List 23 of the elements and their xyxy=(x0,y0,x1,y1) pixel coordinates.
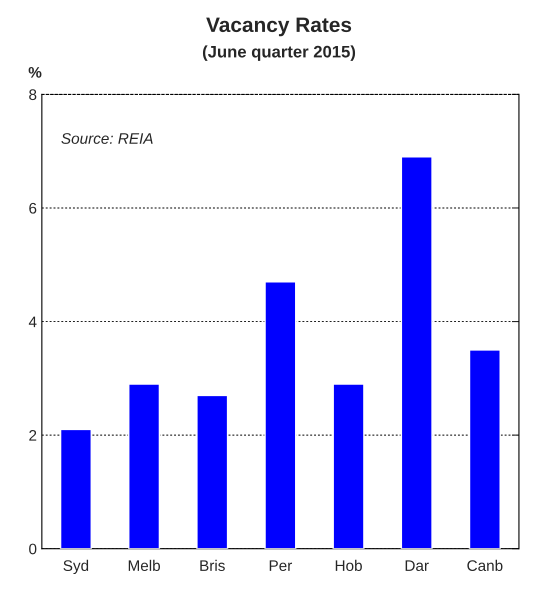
y-tick-label: 6 xyxy=(29,202,36,214)
bar xyxy=(468,349,501,549)
bar xyxy=(264,281,296,549)
y-axis-title: % xyxy=(28,66,42,78)
x-tick-label: Melb xyxy=(128,560,160,572)
x-tick-label: Hob xyxy=(336,560,362,572)
bar xyxy=(332,383,365,549)
y-tick-label: 8 xyxy=(29,89,36,100)
y-tick-label: 0 xyxy=(29,544,36,554)
chart-title: Vacancy Rates xyxy=(206,18,352,36)
x-tick-label: Bris xyxy=(200,560,225,572)
bar xyxy=(400,156,433,549)
x-tick-label: Syd xyxy=(63,560,88,574)
bar xyxy=(196,394,228,549)
x-tick-label: Per xyxy=(270,560,292,572)
annotation: Source: REIA xyxy=(61,133,153,144)
chart-subtitle: (June quarter 2015) xyxy=(202,45,356,61)
y-tick-label: 4 xyxy=(28,316,37,328)
bar xyxy=(60,428,92,549)
y-tick-label: 2 xyxy=(29,430,36,441)
bar xyxy=(128,383,160,549)
x-tick-label: Canb xyxy=(467,560,502,572)
x-tick-label: Dar xyxy=(406,560,429,572)
